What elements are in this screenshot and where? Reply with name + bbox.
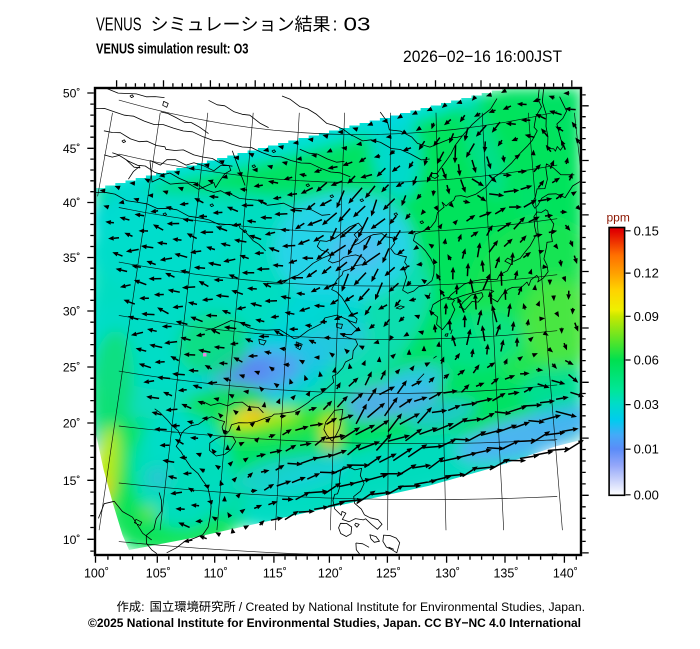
svg-text:0.01: 0.01 [634,442,659,457]
svg-text:130˚: 130˚ [435,567,460,581]
svg-text:25˚: 25˚ [63,361,81,375]
svg-text:140˚: 140˚ [553,567,578,581]
svg-text:15˚: 15˚ [63,474,81,488]
svg-text:10˚: 10˚ [63,533,81,547]
svg-text:©2025 National Institute for E: ©2025 National Institute for Environment… [88,616,581,630]
svg-text:0.00: 0.00 [634,487,659,502]
svg-text:VENUS simulation result: O3: VENUS simulation result: O3 [96,41,249,58]
svg-text:35˚: 35˚ [63,251,81,265]
svg-text:100˚: 100˚ [84,567,109,581]
svg-text:ppm: ppm [607,211,630,225]
svg-text:VENUS: VENUS [96,15,142,35]
svg-text::: : [141,600,144,614]
svg-text:2026−02−16 16:00JST: 2026−02−16 16:00JST [403,47,562,66]
svg-text:40˚: 40˚ [63,196,81,210]
svg-text:105˚: 105˚ [146,567,171,581]
svg-text:120˚: 120˚ [318,567,343,581]
svg-text:0.03: 0.03 [634,397,659,412]
svg-text:45˚: 45˚ [63,142,81,156]
svg-text:30˚: 30˚ [63,305,81,319]
svg-text:0.09: 0.09 [634,309,659,324]
svg-text:20˚: 20˚ [63,417,81,431]
svg-text:135˚: 135˚ [493,567,518,581]
svg-text:115˚: 115˚ [263,567,287,581]
svg-text:0.15: 0.15 [634,223,659,238]
svg-text:125˚: 125˚ [376,567,401,581]
svg-text:0.06: 0.06 [634,353,659,368]
svg-text:0.12: 0.12 [634,266,659,281]
svg-text:03: 03 [344,15,371,35]
svg-text:50˚: 50˚ [63,87,81,101]
svg-text:110˚: 110˚ [204,567,228,581]
svg-text::: : [333,15,338,35]
svg-text:/ Created by National Institut: / Created by National Institute for Envi… [239,600,585,614]
